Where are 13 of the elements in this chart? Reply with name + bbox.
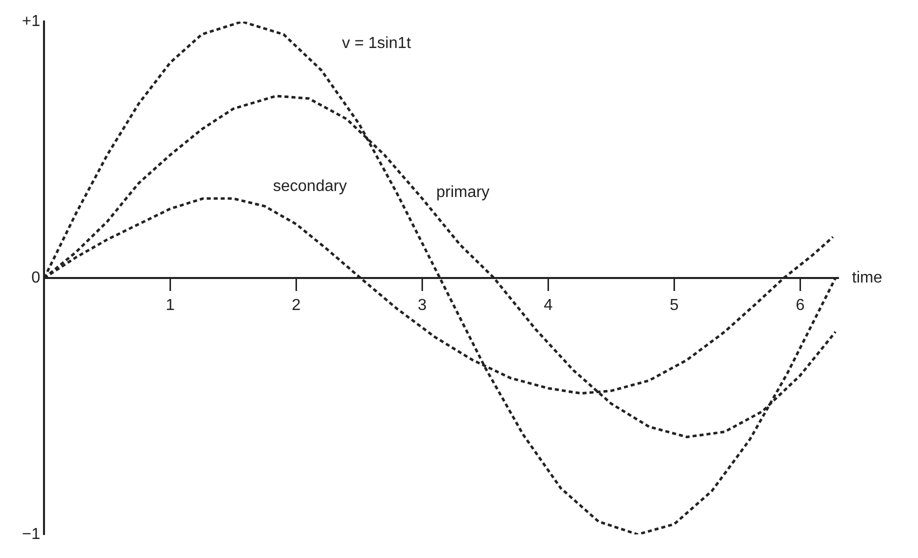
x-tick-label: 1 — [166, 297, 175, 314]
series-label: primary — [436, 184, 490, 201]
y-tick-label: +1 — [22, 13, 40, 30]
x-tick-label: 5 — [670, 297, 679, 314]
x-tick-label: 2 — [292, 297, 301, 314]
x-tick-label: 6 — [796, 297, 805, 314]
series-label: v = 1sin1t — [342, 35, 412, 52]
x-tick-label: 3 — [418, 297, 427, 314]
x-tick-label: 4 — [544, 297, 553, 314]
series-label: secondary — [272, 178, 347, 195]
y-tick-label: −1 — [22, 526, 40, 543]
y-tick-label: 0 — [31, 269, 40, 286]
x-axis-title: time — [852, 269, 882, 286]
